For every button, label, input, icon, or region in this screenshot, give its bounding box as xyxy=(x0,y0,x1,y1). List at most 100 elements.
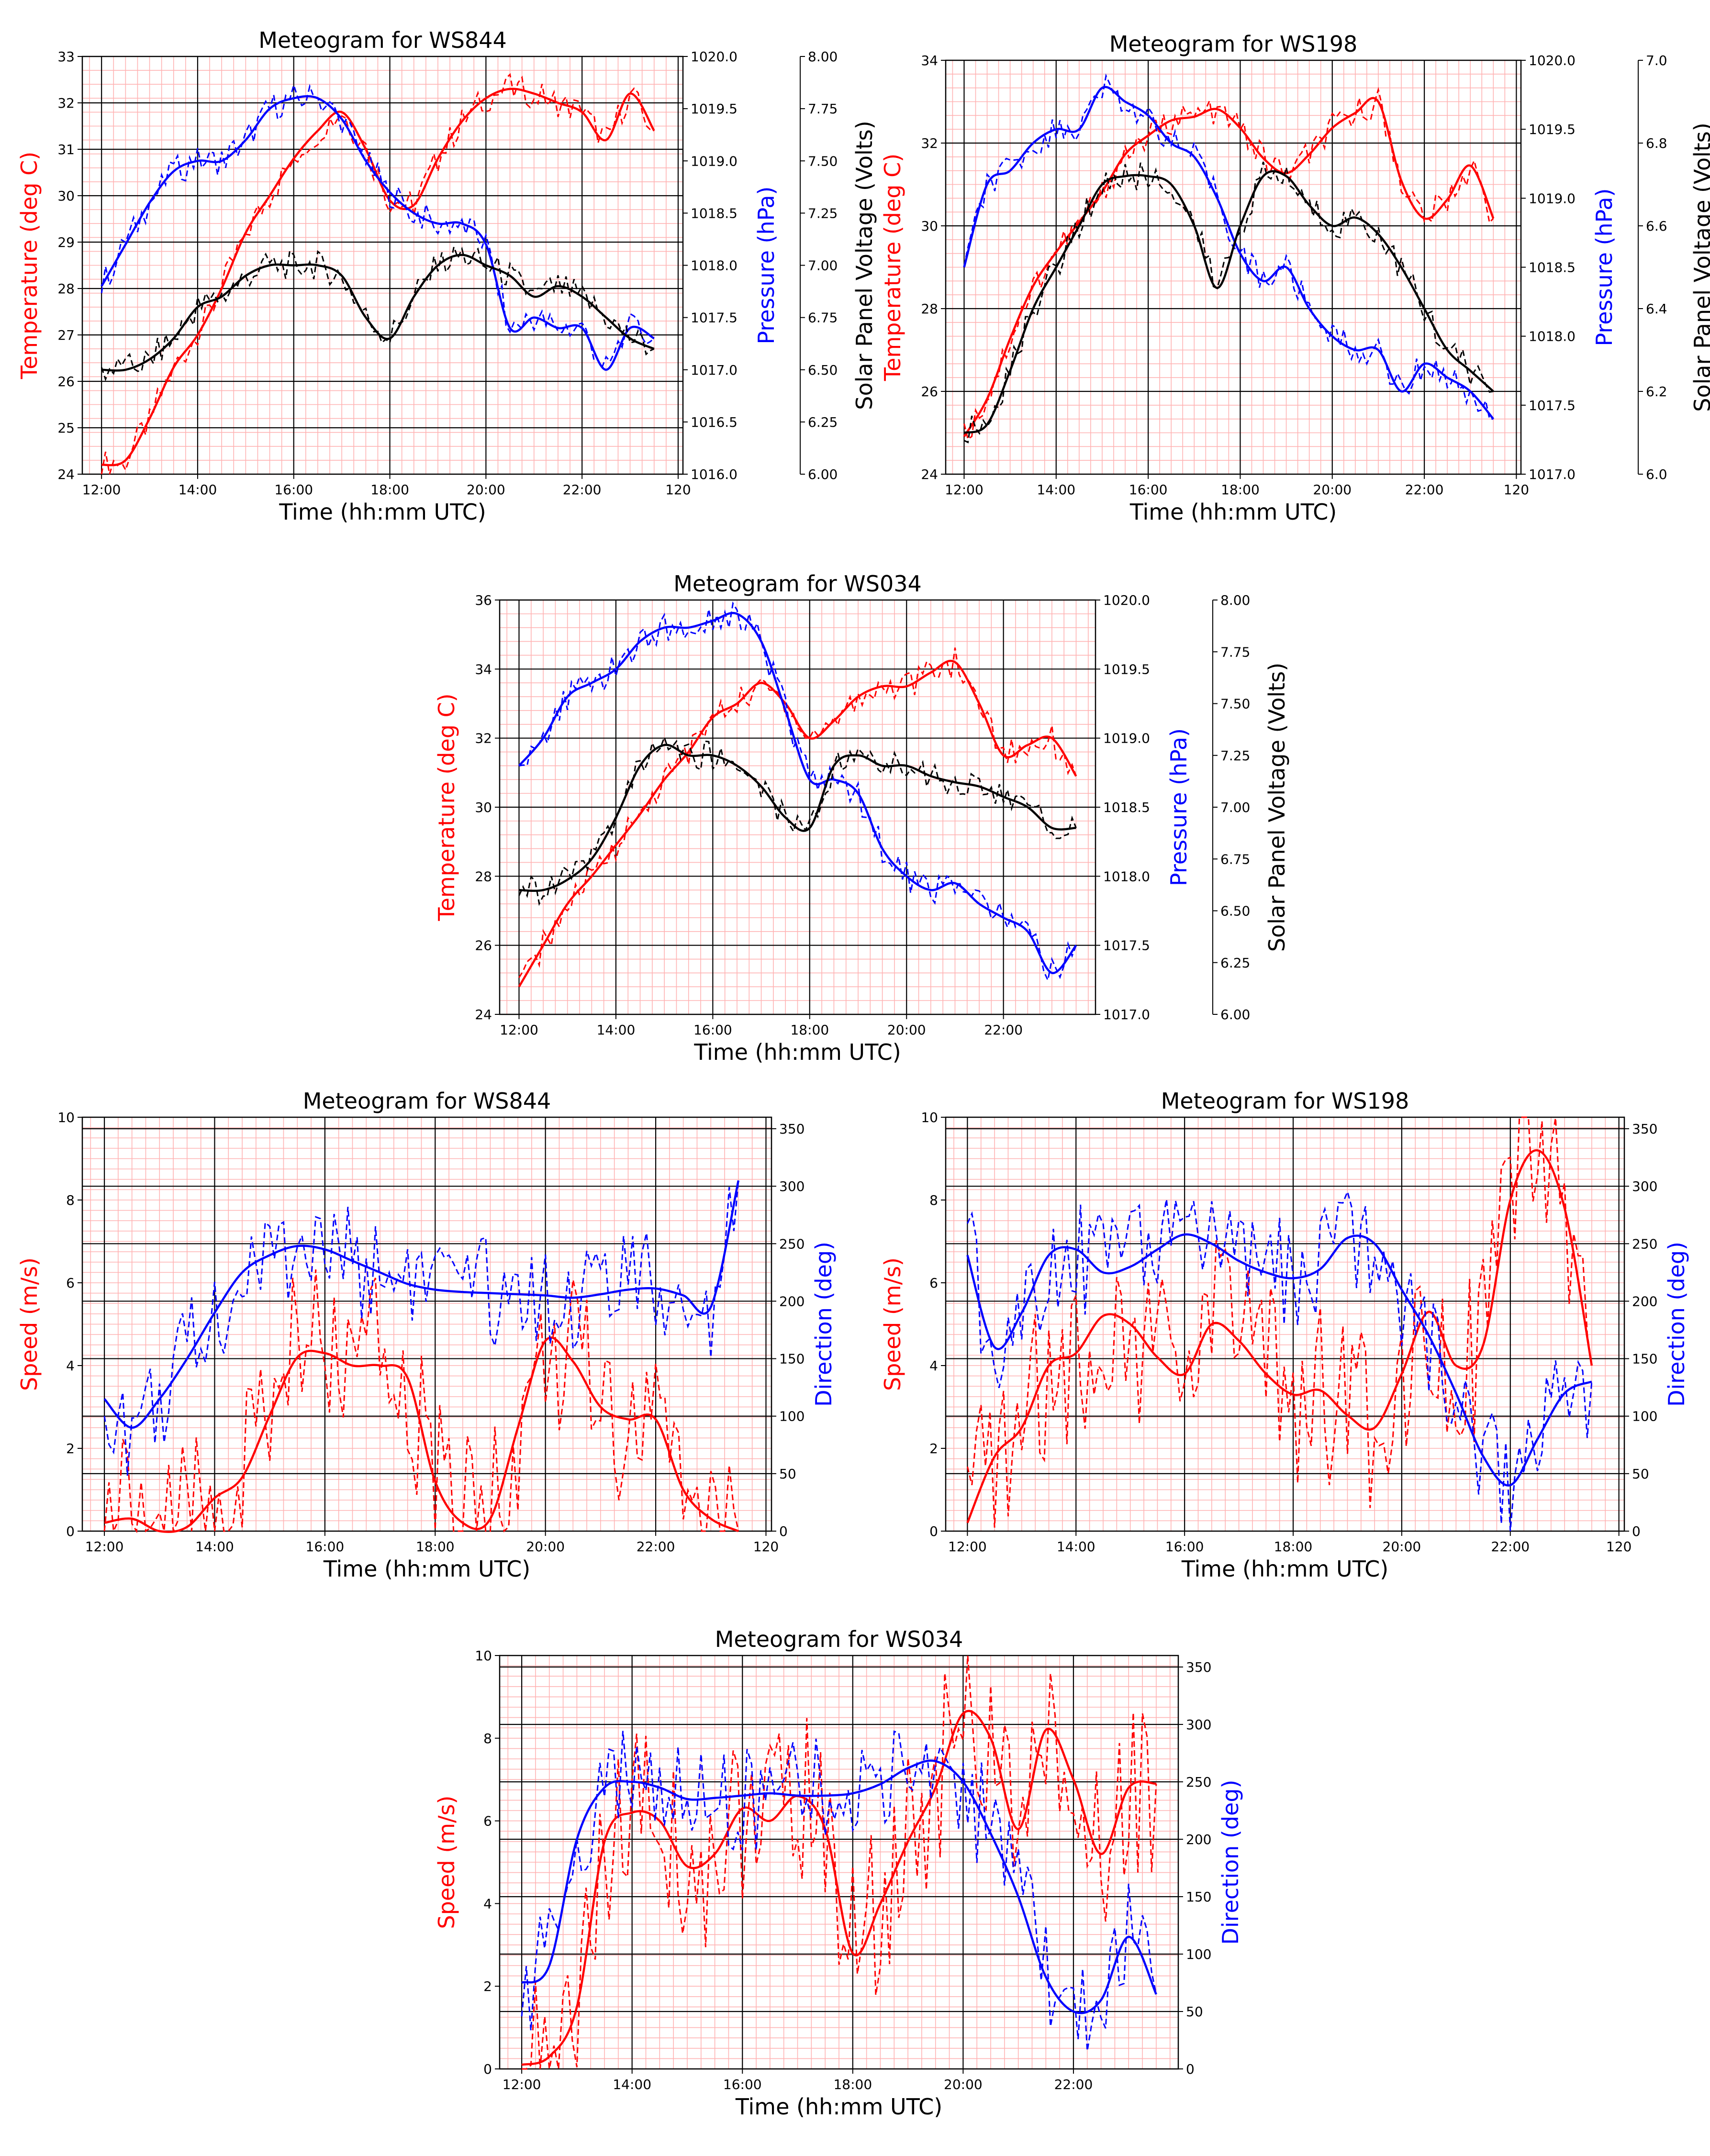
data-point xyxy=(639,813,641,815)
series-pressure xyxy=(101,82,655,371)
data-point xyxy=(1003,917,1005,919)
y-axis-label: Pressure (hPa) xyxy=(1166,728,1192,886)
y-tick-label: 50 xyxy=(779,1466,796,1482)
data-point xyxy=(1238,1340,1240,1342)
data-point xyxy=(1055,128,1057,130)
y-tick-label: 1018.5 xyxy=(1529,260,1576,276)
data-point xyxy=(1101,184,1103,186)
raw-trace xyxy=(963,87,1494,441)
data-point xyxy=(296,1245,298,1247)
y-tick-label: 27 xyxy=(57,327,75,343)
data-point xyxy=(905,685,907,687)
data-point xyxy=(1193,116,1195,118)
data-point xyxy=(1509,1484,1511,1486)
x-tick-label: 22:00 xyxy=(1405,482,1444,498)
smoothed-line xyxy=(518,612,1077,974)
data-point xyxy=(197,334,199,336)
data-point xyxy=(1446,377,1448,378)
raw-trace xyxy=(522,1655,1157,2070)
data-point xyxy=(1446,199,1448,200)
data-point xyxy=(682,1489,684,1491)
data-point xyxy=(966,1254,968,1256)
data-point xyxy=(784,710,786,711)
data-point xyxy=(341,275,343,277)
data-point xyxy=(688,751,690,753)
data-point xyxy=(1265,1271,1267,1273)
smoothed-line xyxy=(963,170,1494,434)
data-point xyxy=(882,685,883,687)
y-tick-label: 1019.0 xyxy=(1529,190,1576,206)
x-tick-label: 14:00 xyxy=(195,1539,234,1555)
y-tick-label: 6.6 xyxy=(1646,218,1667,234)
data-point xyxy=(1184,1373,1185,1375)
data-point xyxy=(963,432,965,434)
data-point xyxy=(1078,128,1080,130)
y-tick-label: 34 xyxy=(921,53,938,68)
data-point xyxy=(1017,1896,1019,1898)
data-point xyxy=(1170,120,1172,122)
y-tick-label: 6.00 xyxy=(1220,1007,1250,1022)
y-tick-label: 1020.0 xyxy=(1529,53,1576,68)
data-point xyxy=(101,464,102,466)
data-point xyxy=(736,703,738,705)
data-point xyxy=(1292,1394,1294,1396)
data-point xyxy=(221,288,223,289)
data-point xyxy=(407,1377,409,1379)
x-tick-label: 120 xyxy=(1504,482,1529,498)
y-tick-label: 4 xyxy=(483,1896,492,1912)
data-point xyxy=(962,1712,964,1714)
raw-trace xyxy=(521,1730,1157,2051)
x-tick-label: 14:00 xyxy=(179,482,217,498)
raw-trace xyxy=(519,601,1077,983)
y-tick-label: 2 xyxy=(929,1441,938,1456)
data-point xyxy=(769,1792,771,1794)
data-point xyxy=(1482,1456,1484,1457)
data-point xyxy=(1482,1344,1484,1346)
data-point xyxy=(1377,349,1379,351)
y-tick-label: 7.0 xyxy=(1646,53,1667,68)
data-point xyxy=(1124,154,1126,156)
y-tick-label: 150 xyxy=(779,1351,805,1367)
data-point xyxy=(269,1254,271,1256)
data-point xyxy=(576,1838,578,1840)
y-axis-label: Temperature (deg C) xyxy=(16,152,42,379)
smoothed-line xyxy=(966,1233,1592,1487)
data-point xyxy=(653,130,655,132)
data-point xyxy=(269,108,271,110)
chart-wind-ws198: 12:00 14:00 16:00 18:00 20:00 22:00 120 Meteogr… xyxy=(880,1088,1689,1582)
data-point xyxy=(1374,1427,1375,1429)
data-point xyxy=(542,945,544,946)
data-point xyxy=(1239,253,1241,255)
data-point xyxy=(317,97,319,99)
y-tick-label: 0 xyxy=(66,1523,75,1539)
x-tick-label: 12:00 xyxy=(503,2077,541,2092)
data-point xyxy=(905,765,907,767)
data-point xyxy=(269,195,271,197)
data-point xyxy=(615,844,617,846)
data-point xyxy=(1128,1787,1129,1789)
data-point xyxy=(1591,1381,1593,1383)
data-point xyxy=(1469,165,1471,167)
data-point xyxy=(1155,1783,1157,1785)
smoothed-line xyxy=(519,744,1076,892)
y-tick-label: 1020.0 xyxy=(691,49,738,65)
data-point xyxy=(149,358,151,360)
y-tick-label: 1018.0 xyxy=(1103,868,1150,884)
data-point xyxy=(521,1982,523,1984)
data-point xyxy=(124,459,126,461)
y-tick-label: 350 xyxy=(779,1121,805,1137)
raw-trace xyxy=(518,647,1077,978)
data-point xyxy=(103,1398,105,1400)
x-axis-label: Time (hh:mm UTC) xyxy=(735,2094,942,2120)
data-point xyxy=(173,170,175,172)
data-point xyxy=(1124,101,1126,103)
y-tick-label: 6.50 xyxy=(808,362,838,378)
data-point xyxy=(1319,1268,1321,1270)
data-point xyxy=(712,620,714,622)
x-tick-label: 20:00 xyxy=(944,2077,983,2092)
data-point xyxy=(905,875,907,877)
smoothed-line xyxy=(518,660,1077,988)
data-point xyxy=(518,889,520,891)
data-point xyxy=(629,337,631,339)
data-point xyxy=(615,668,617,670)
